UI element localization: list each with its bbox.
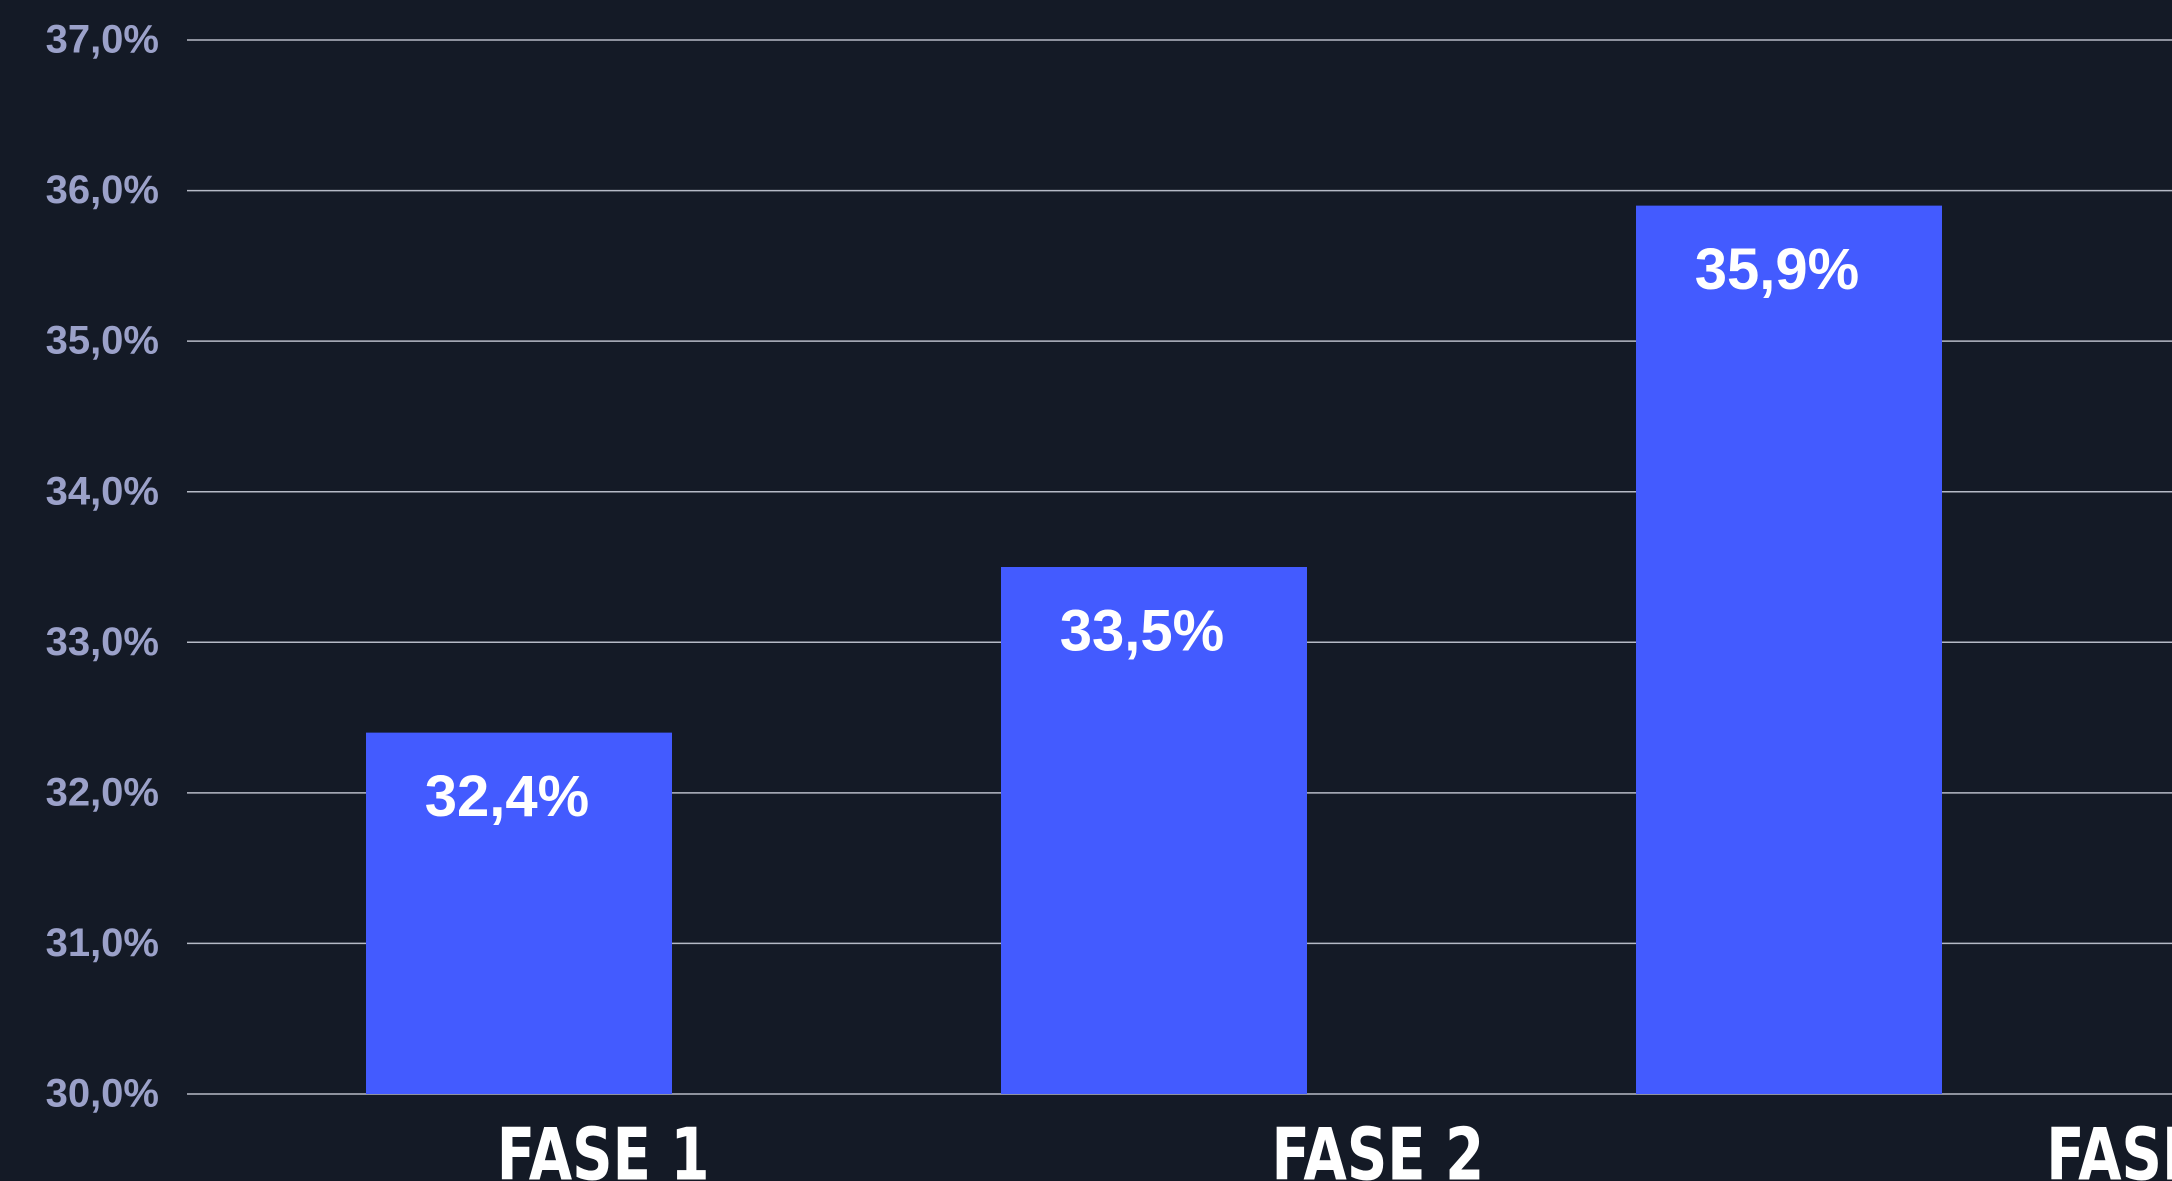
y-tick-label: 33,0% (46, 620, 159, 664)
y-tick-label: 34,0% (46, 469, 159, 513)
y-tick-label: 31,0% (46, 921, 159, 965)
x-tick-label: FASE 3 (2046, 1114, 2172, 1181)
y-tick-label: 36,0% (46, 168, 159, 212)
bar (366, 732, 672, 1094)
y-tick-label: 37,0% (46, 18, 159, 62)
x-tick-label: FASE 1 (497, 1114, 710, 1181)
bar (1001, 567, 1307, 1094)
y-tick-label: 35,0% (46, 319, 159, 363)
bar (1636, 205, 1942, 1095)
x-tick-label: FASE 2 (1271, 1114, 1484, 1181)
value-label: 32,4% (425, 764, 589, 829)
y-tick-label: 32,0% (46, 770, 159, 814)
y-tick-label: 30,0% (46, 1072, 159, 1116)
value-label: 33,5% (1060, 598, 1224, 663)
value-label: 35,9% (1695, 237, 1859, 302)
